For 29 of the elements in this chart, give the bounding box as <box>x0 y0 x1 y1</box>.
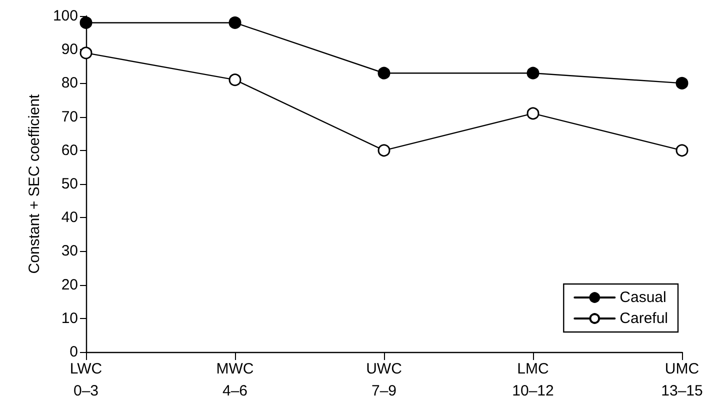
point <box>228 74 242 86</box>
y-tick-label: 90 <box>61 41 78 58</box>
y-tick-label: 70 <box>61 108 78 126</box>
y-tick-label: 20 <box>61 276 78 294</box>
point <box>676 76 688 90</box>
point <box>378 144 390 157</box>
y-tick-label: 50 <box>61 176 78 192</box>
point <box>526 66 540 80</box>
y-tick-label: 80 <box>61 74 78 92</box>
y-tick-label: 60 <box>61 142 78 159</box>
legend-label: Casual <box>620 289 666 306</box>
y-tick-label: 0 <box>70 344 78 360</box>
point <box>676 144 688 157</box>
point <box>228 16 242 29</box>
y-axis-title: Constant + SEC coefficient <box>26 93 43 274</box>
x-tick-label: LWC 0–3 <box>70 360 102 400</box>
y-tick-label: 30 <box>61 242 78 260</box>
x-tick-label: UWC 7–9 <box>366 360 402 400</box>
point <box>80 16 92 29</box>
y-tick-label: 40 <box>61 209 78 226</box>
legend-label: Careful <box>620 310 668 327</box>
y-tick-label: 100 <box>52 8 78 24</box>
point <box>526 107 540 120</box>
point <box>80 46 92 60</box>
x-tick-label: UMC 13–15 <box>661 360 703 400</box>
x-tick-label: MWC 4–6 <box>216 360 254 400</box>
y-tick-label: 10 <box>61 310 78 327</box>
x-tick-label: LMC 10–12 <box>512 360 554 400</box>
point <box>378 66 390 80</box>
